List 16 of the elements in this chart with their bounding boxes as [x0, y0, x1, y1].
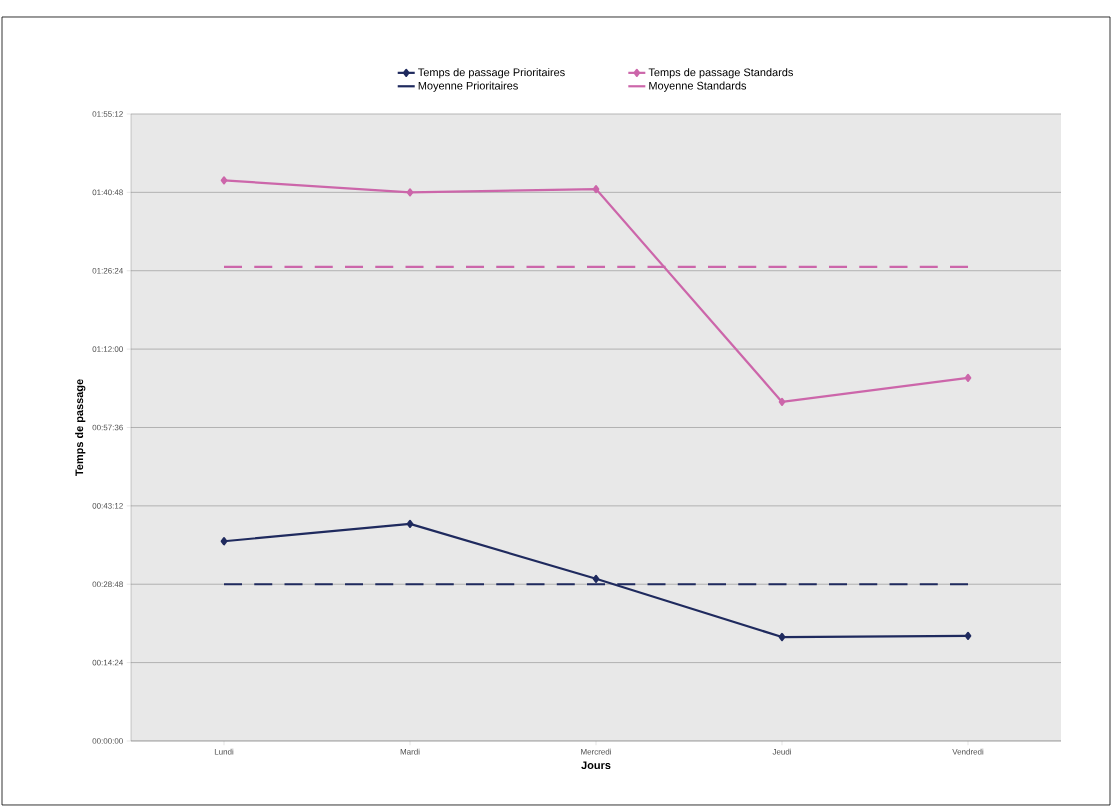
point	[220, 537, 228, 546]
legend-label: Temps de passage Standards	[648, 68, 793, 79]
point	[592, 574, 600, 583]
point	[406, 188, 414, 197]
legend-label: Moyenne Standards	[649, 81, 747, 92]
y-axis-title: Temps de passage	[75, 379, 86, 476]
point	[778, 397, 786, 406]
legend-label: Temps de passage Prioritaires	[418, 68, 565, 79]
point	[220, 176, 228, 185]
point	[778, 632, 786, 642]
point	[592, 184, 600, 194]
point	[964, 631, 972, 641]
legend-label: Moyenne Prioritaires	[418, 81, 518, 92]
point	[406, 519, 414, 528]
point	[964, 373, 972, 383]
x-axis-title: Jours	[581, 761, 611, 770]
